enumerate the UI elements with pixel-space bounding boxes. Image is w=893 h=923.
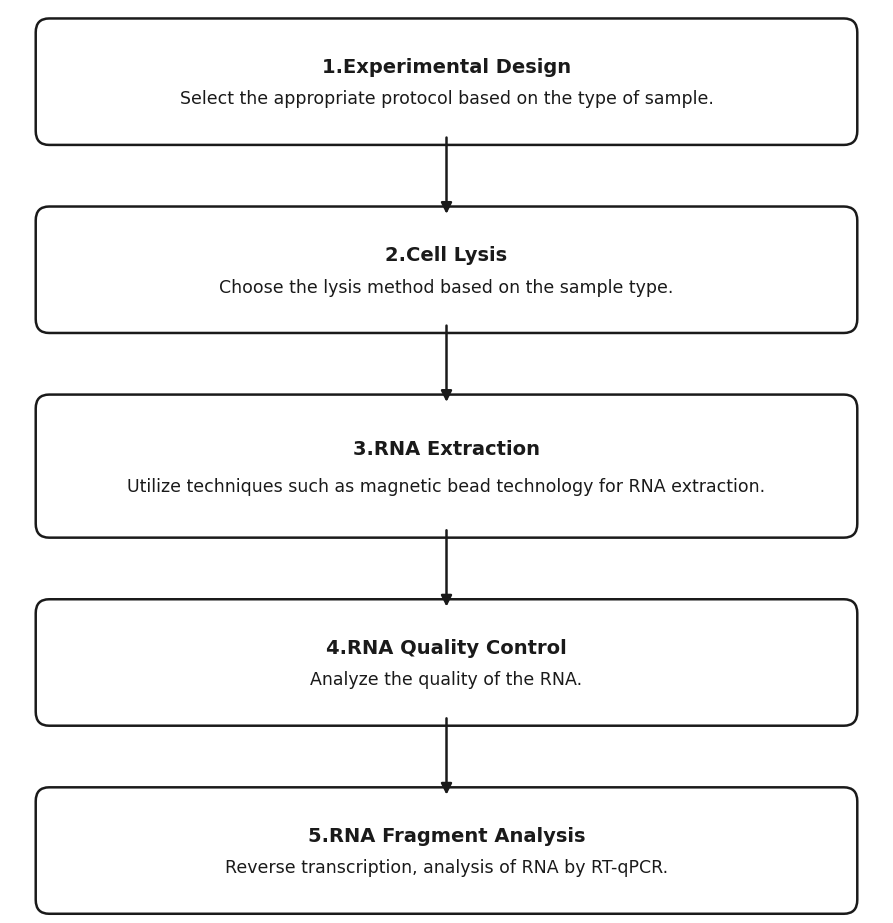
Text: 1.Experimental Design: 1.Experimental Design	[322, 58, 571, 78]
Text: Utilize techniques such as magnetic bead technology for RNA extraction.: Utilize techniques such as magnetic bead…	[128, 478, 765, 496]
FancyBboxPatch shape	[36, 787, 857, 914]
Text: 3.RNA Extraction: 3.RNA Extraction	[353, 440, 540, 460]
Text: 2.Cell Lysis: 2.Cell Lysis	[386, 246, 507, 266]
Text: Reverse transcription, analysis of RNA by RT-qPCR.: Reverse transcription, analysis of RNA b…	[225, 859, 668, 878]
FancyBboxPatch shape	[36, 395, 857, 537]
FancyBboxPatch shape	[36, 207, 857, 333]
Text: Select the appropriate protocol based on the type of sample.: Select the appropriate protocol based on…	[179, 90, 714, 109]
Text: 5.RNA Fragment Analysis: 5.RNA Fragment Analysis	[308, 827, 585, 846]
FancyBboxPatch shape	[36, 18, 857, 145]
FancyBboxPatch shape	[36, 599, 857, 725]
Text: Analyze the quality of the RNA.: Analyze the quality of the RNA.	[311, 671, 582, 689]
Text: Choose the lysis method based on the sample type.: Choose the lysis method based on the sam…	[220, 279, 673, 296]
Text: 4.RNA Quality Control: 4.RNA Quality Control	[326, 639, 567, 658]
